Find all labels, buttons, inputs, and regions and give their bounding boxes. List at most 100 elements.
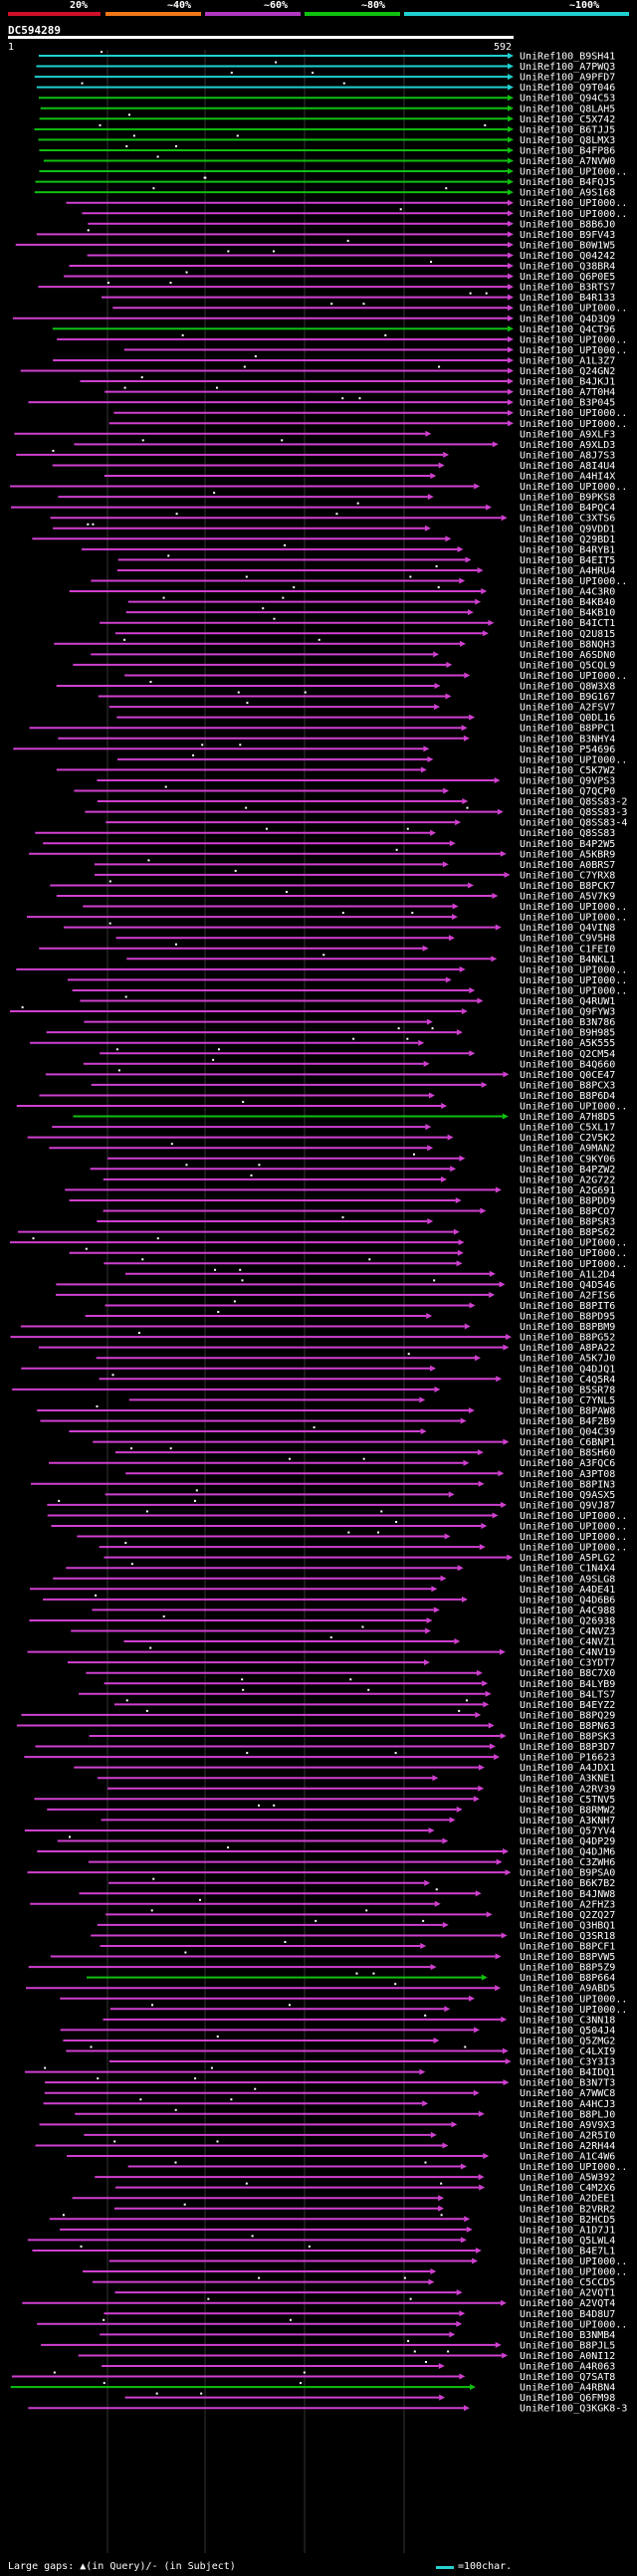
hit-label[interactable]: UniRef100_C4NVZ1	[520, 1637, 615, 1648]
hit-label[interactable]: UniRef100_Q4DJM6	[520, 1847, 615, 1858]
hit-label[interactable]: UniRef100_B3N786	[520, 1017, 615, 1028]
hit-row[interactable]: UniRef100_A2RV39	[106, 1784, 615, 1795]
hit-label[interactable]: UniRef100_B8PCF1	[520, 1942, 615, 1953]
hit-label[interactable]: UniRef100_B8PQ29	[520, 1710, 615, 1721]
hit-label[interactable]: UniRef100_A8I4U4	[520, 461, 615, 472]
hit-row[interactable]: UniRef100_Q504J4	[60, 2026, 616, 2037]
hit-label[interactable]: UniRef100_Q3KGK8-3	[520, 2404, 627, 2415]
hit-label[interactable]: UniRef100_A2FSV7	[520, 703, 615, 714]
hit-row[interactable]: UniRef100_B4P2W5	[43, 839, 615, 850]
hit-row[interactable]: UniRef100_A8PA22	[38, 1343, 615, 1354]
hit-label[interactable]: UniRef100_UPI000..	[520, 1511, 627, 1522]
hit-row[interactable]: UniRef100_A2VQT1	[114, 2288, 615, 2299]
hit-label[interactable]: UniRef100_A5V7K9	[520, 892, 615, 903]
hit-row[interactable]: UniRef100_P54696	[13, 744, 615, 755]
hit-row[interactable]: UniRef100_A3FQC6	[49, 1457, 615, 1470]
hit-label[interactable]: UniRef100_Q57YV4	[520, 1825, 615, 1836]
hit-row[interactable]: UniRef100_UPI000..	[16, 965, 627, 975]
hit-row[interactable]: UniRef100_Q94C53	[38, 94, 615, 105]
hit-label[interactable]: UniRef100_Q9VJ87	[520, 1500, 615, 1511]
hit-row[interactable]: UniRef100_C9V5H8	[115, 934, 616, 945]
hit-row[interactable]: UniRef100_B2HCD5	[49, 2214, 616, 2226]
hit-label[interactable]: UniRef100_A9MAN2	[520, 1144, 615, 1155]
hit-row[interactable]: UniRef100_C4M2X6	[115, 2182, 615, 2195]
hit-row[interactable]: UniRef100_B8PJL5	[41, 2339, 615, 2352]
hit-row[interactable]: UniRef100_A5K7J0	[96, 1353, 616, 1365]
hit-label[interactable]: UniRef100_Q24GN2	[520, 366, 615, 377]
hit-label[interactable]: UniRef100_A2FHZ3	[520, 1899, 615, 1910]
hit-label[interactable]: UniRef100_B4KB40	[520, 597, 615, 608]
hit-label[interactable]: UniRef100_B8PCK7	[520, 881, 615, 892]
hit-label[interactable]: UniRef100_A2FIS6	[520, 1290, 615, 1301]
hit-label[interactable]: UniRef100_A9XLF3	[520, 429, 615, 440]
hit-row[interactable]: UniRef100_B4KB10	[125, 607, 616, 619]
hit-row[interactable]: UniRef100_Q4VIN8	[63, 922, 615, 935]
hit-row[interactable]: UniRef100_Q4D6B6	[43, 1594, 615, 1607]
hit-row[interactable]: UniRef100_A4RBN4	[10, 2382, 616, 2394]
hit-row[interactable]: UniRef100_Q6P0E5	[64, 271, 615, 284]
hit-row[interactable]: UniRef100_B6K7B2	[108, 1877, 615, 1890]
hit-label[interactable]: UniRef100_UPI000..	[520, 1522, 627, 1533]
hit-label[interactable]: UniRef100_B8PBM9	[520, 1322, 615, 1333]
hit-label[interactable]: UniRef100_A5PLG2	[520, 1553, 615, 1564]
hit-row[interactable]: UniRef100_B8PCX3	[91, 1080, 616, 1091]
hit-label[interactable]: UniRef100_B4IDQ1	[520, 2067, 615, 2078]
hit-row[interactable]: UniRef100_B8PN63	[16, 1721, 615, 1732]
hit-row[interactable]: UniRef100_C5K7W2	[56, 765, 616, 776]
hit-label[interactable]: UniRef100_Q8SS83-4	[520, 818, 627, 829]
hit-row[interactable]: UniRef100_UPI000..	[10, 482, 627, 493]
hit-label[interactable]: UniRef100_UPI000..	[520, 1259, 627, 1270]
hit-label[interactable]: UniRef100_B8PS62	[520, 1227, 615, 1238]
hit-label[interactable]: UniRef100_Q94C53	[520, 94, 615, 105]
hit-row[interactable]: UniRef100_B8PAW8	[37, 1404, 615, 1417]
hit-row[interactable]: UniRef100_Q5LWL4	[27, 2235, 615, 2247]
hit-label[interactable]: UniRef100_UPI000..	[520, 1543, 627, 1554]
hit-label[interactable]: UniRef100_Q9ASX5	[520, 1490, 615, 1501]
hit-label[interactable]: UniRef100_Q6FM98	[520, 2393, 615, 2404]
hit-row[interactable]: UniRef100_A8J7S3	[16, 449, 615, 462]
hit-label[interactable]: UniRef100_B8PIT6	[520, 1301, 615, 1312]
hit-label[interactable]: UniRef100_B4JNW8	[520, 1889, 615, 1900]
hit-label[interactable]: UniRef100_A9SLG8	[520, 1574, 615, 1585]
hit-row[interactable]: UniRef100_C3YDT7	[67, 1658, 615, 1669]
hit-row[interactable]: UniRef100_B8PSR3	[97, 1216, 615, 1228]
hit-label[interactable]: UniRef100_A4C988	[520, 1606, 615, 1616]
hit-row[interactable]: UniRef100_A4C988	[92, 1606, 615, 1616]
hit-label[interactable]: UniRef100_Q8LMX3	[520, 135, 615, 146]
hit-label[interactable]: UniRef100_A4HI4X	[520, 472, 615, 483]
hit-label[interactable]: UniRef100_A1L2D4	[520, 1269, 615, 1280]
hit-label[interactable]: UniRef100_A2G722	[520, 1175, 615, 1185]
hit-label[interactable]: UniRef100_B8PSK3	[520, 1732, 615, 1743]
hit-label[interactable]: UniRef100_A9S168	[520, 188, 615, 199]
hit-row[interactable]: UniRef100_B4Q660	[83, 1058, 615, 1071]
hit-label[interactable]: UniRef100_Q38BR4	[520, 262, 615, 273]
hit-label[interactable]: UniRef100_Q2U815	[520, 629, 615, 640]
hit-row[interactable]: UniRef100_UPI000..	[82, 208, 627, 220]
hit-row[interactable]: UniRef100_UPI000..	[108, 419, 628, 430]
hit-label[interactable]: UniRef100_C4NVZ3	[520, 1626, 615, 1637]
hit-row[interactable]: UniRef100_A2FIS6	[56, 1290, 615, 1301]
hit-row[interactable]: UniRef100_Q4DJQ1	[21, 1364, 615, 1375]
hit-label[interactable]: UniRef100_Q4D3Q9	[520, 314, 615, 324]
hit-label[interactable]: UniRef100_C4LXI9	[520, 2046, 615, 2057]
hit-label[interactable]: UniRef100_P54696	[520, 745, 615, 755]
hit-label[interactable]: UniRef100_B8P664	[520, 1973, 615, 1984]
hit-label[interactable]: UniRef100_UPI000..	[520, 913, 627, 924]
hit-label[interactable]: UniRef100_UPI000..	[520, 1238, 627, 1249]
hit-row[interactable]: UniRef100_C9KY06	[107, 1153, 615, 1166]
hit-row[interactable]: UniRef100_B3NMB4	[100, 2330, 615, 2341]
hit-row[interactable]: UniRef100_Q5CQL9	[73, 660, 615, 671]
hit-label[interactable]: UniRef100_Q8SS83-3	[520, 807, 627, 818]
hit-row[interactable]: UniRef100_B8C7X0	[86, 1668, 615, 1679]
hit-label[interactable]: UniRef100_C5TNV5	[520, 1795, 615, 1806]
hit-label[interactable]: UniRef100_B4P2W5	[520, 839, 615, 850]
hit-label[interactable]: UniRef100_Q3SR18	[520, 1931, 615, 1942]
hit-label[interactable]: UniRef100_UPI000..	[520, 985, 627, 996]
hit-row[interactable]: UniRef100_B8B6J0	[88, 219, 615, 230]
hit-row[interactable]: UniRef100_UPI000..	[67, 975, 627, 986]
hit-row[interactable]: UniRef100_UPI000..	[124, 671, 627, 682]
hit-label[interactable]: UniRef100_C5K7W2	[520, 765, 615, 776]
hit-row[interactable]: UniRef100_B4ICT1	[100, 617, 615, 630]
hit-label[interactable]: UniRef100_UPI000..	[520, 754, 627, 765]
hit-row[interactable]: UniRef100_Q8SS83-2	[97, 797, 627, 808]
